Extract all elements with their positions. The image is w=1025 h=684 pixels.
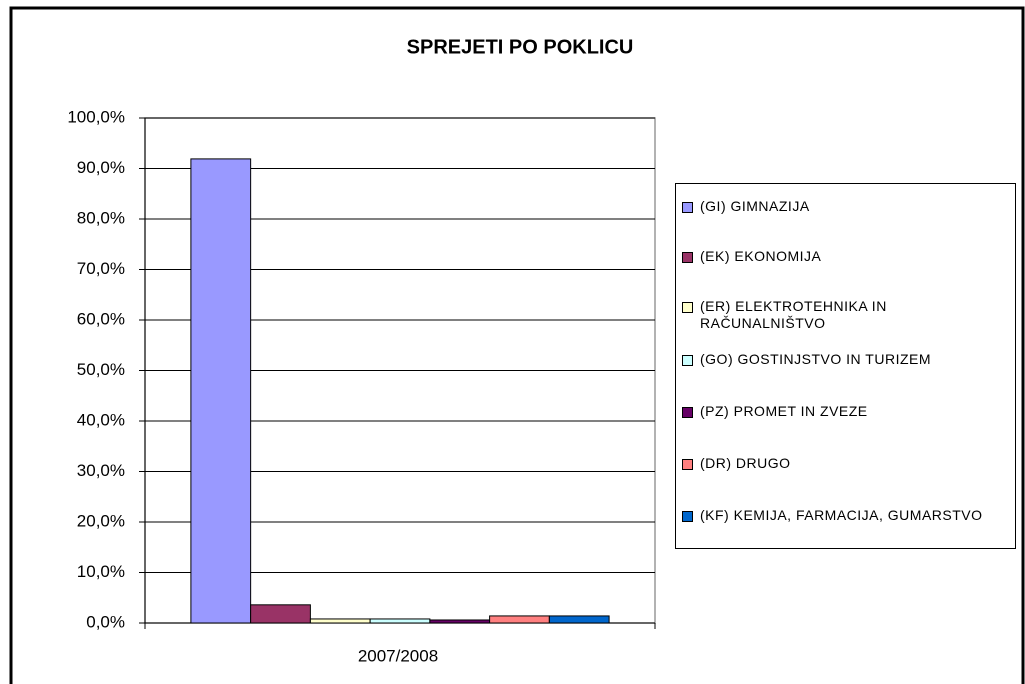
legend-swatch (682, 407, 693, 418)
legend-swatch (682, 302, 693, 313)
y-tick-label: 10,0% (77, 562, 125, 581)
legend-swatch (682, 355, 693, 366)
y-tick-label: 40,0% (77, 410, 125, 429)
legend-swatch (682, 459, 693, 470)
chart-frame (9, 6, 1025, 684)
bar (489, 615, 550, 624)
legend: (GI) GIMNAZIJA (EK) EKONOMIJA (ER) ELEKTRO… (675, 183, 1016, 549)
bar (190, 158, 252, 624)
legend-item: (GO) GOSTINJSTVO IN TURIZEM (682, 351, 1012, 368)
x-tick-label: 2007/2008 (358, 646, 438, 665)
legend-label: (GO) GOSTINJSTVO IN TURIZEM (700, 351, 932, 367)
bar (309, 618, 371, 624)
y-tick-label: 0,0% (86, 612, 125, 631)
y-tick-label: 60,0% (77, 309, 125, 328)
chart-title: SPREJETI PO POKLICU (407, 36, 634, 58)
y-tick-label: 20,0% (77, 511, 125, 530)
legend-label: (GI) GIMNAZIJA (700, 198, 810, 214)
legend-item: (EK) EKONOMIJA (682, 248, 1012, 265)
y-tick-label: 70,0% (77, 259, 125, 278)
legend-label: (EK) EKONOMIJA (700, 248, 822, 264)
legend-item: (KF) KEMIJA, FARMACIJA, GUMARSTVO (682, 507, 1012, 524)
bar (548, 615, 610, 624)
legend-label: (KF) KEMIJA, FARMACIJA, GUMARSTVO (700, 507, 983, 523)
y-tick-label: 90,0% (77, 158, 125, 177)
y-tick-label: 100,0% (67, 107, 125, 126)
legend-item: (DR) DRUGO (682, 455, 1012, 472)
bar (429, 619, 491, 624)
legend-label: (DR) DRUGO (700, 455, 791, 471)
legend-swatch (682, 202, 693, 213)
legend-item: (ER) ELEKTROTEHNIKA IN RAČUNALNIŠTVO (682, 298, 1012, 332)
y-tick-label: 30,0% (77, 461, 125, 480)
legend-item: (GI) GIMNAZIJA (682, 198, 1012, 215)
legend-label: (ER) ELEKTROTEHNIKA IN RAČUNALNIŠTVO (700, 298, 887, 331)
y-tick-label: 50,0% (77, 360, 125, 379)
y-tick-label: 80,0% (77, 208, 125, 227)
legend-label: (PZ) PROMET IN ZVEZE (700, 403, 868, 419)
legend-item: (PZ) PROMET IN ZVEZE (682, 403, 1012, 420)
legend-swatch (682, 511, 693, 522)
bar (369, 618, 431, 624)
legend-swatch (682, 252, 693, 263)
bar (250, 604, 311, 624)
